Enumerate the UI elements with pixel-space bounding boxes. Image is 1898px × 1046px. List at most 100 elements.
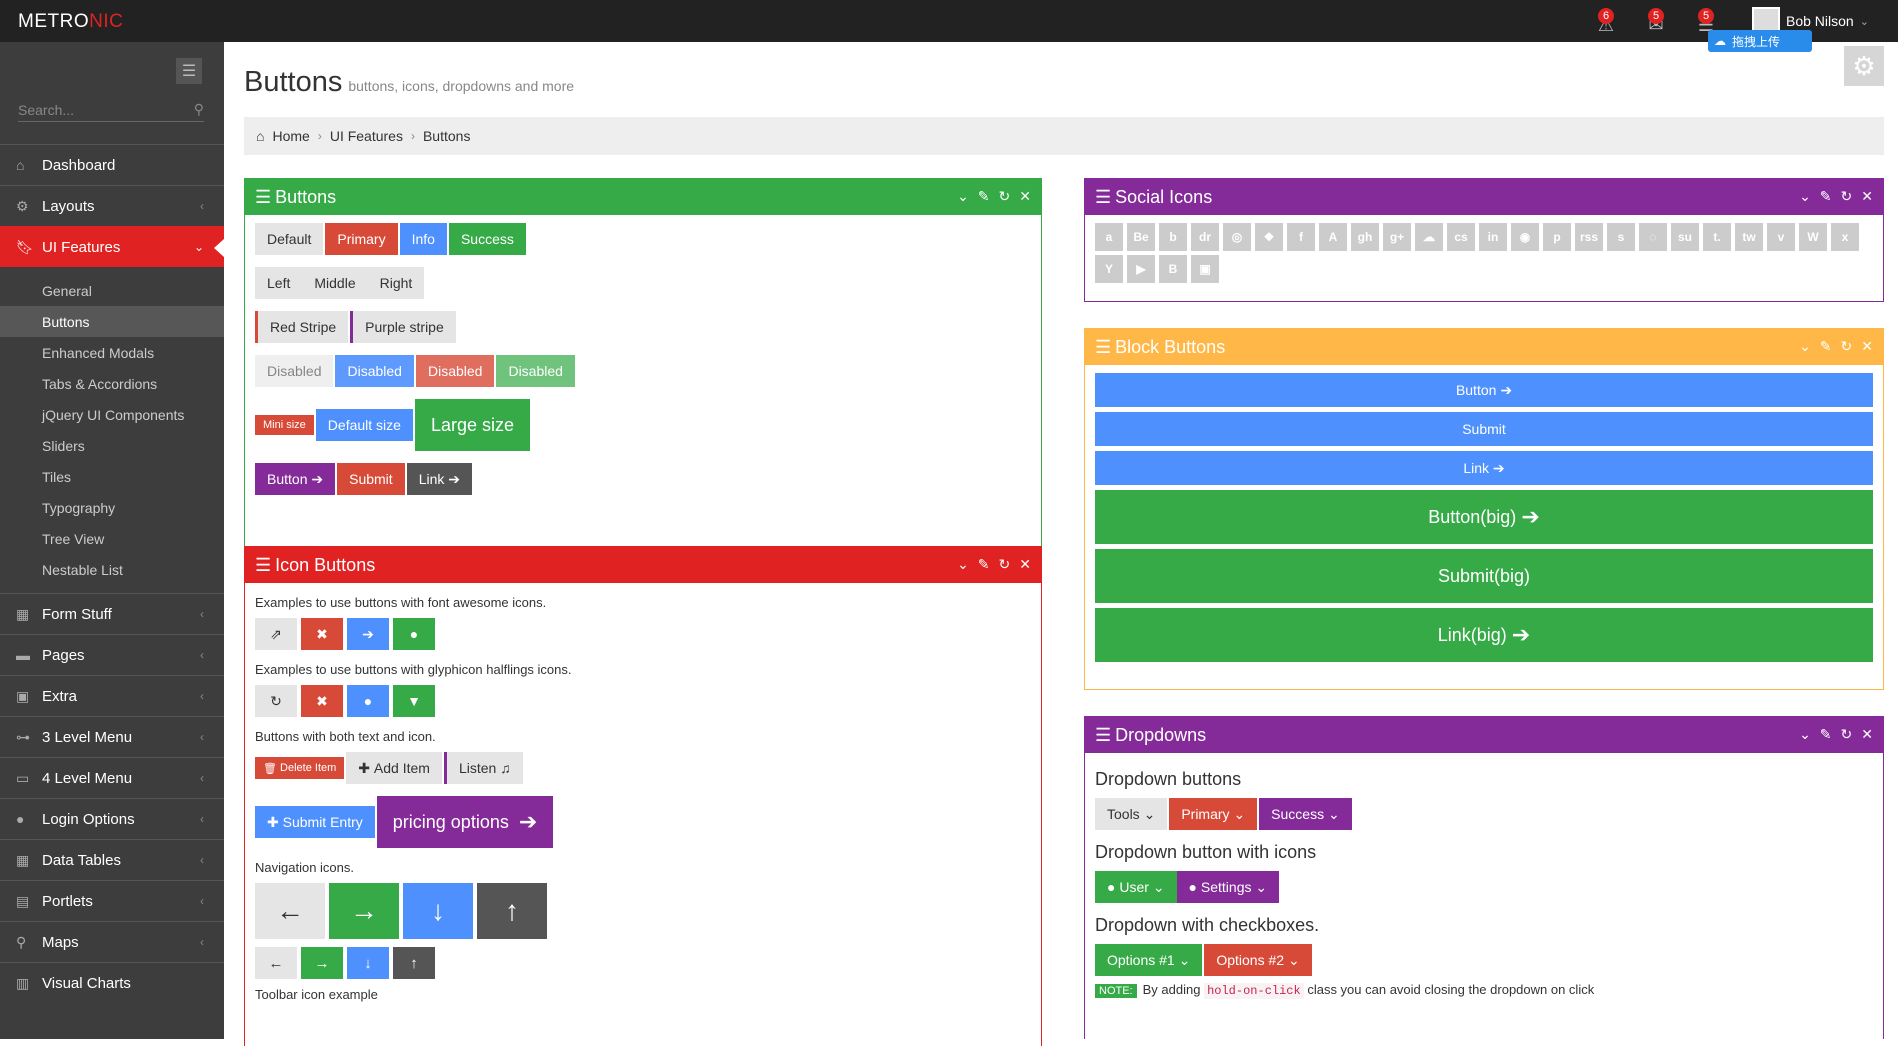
social-icon[interactable]: ◌ [1639, 223, 1667, 251]
wrench-icon[interactable]: ✎ [1819, 726, 1832, 742]
success-dropdown[interactable]: Success ⌄ [1259, 798, 1352, 830]
social-icon[interactable]: g+ [1383, 223, 1411, 251]
submenu-item-tree-view[interactable]: Tree View [42, 530, 105, 547]
sidebar-item-form-stuff[interactable]: ▦ Form Stuff ‹ [0, 593, 224, 634]
social-icon[interactable]: ◎ [1223, 223, 1251, 251]
close-icon[interactable]: ✕ [1861, 726, 1873, 742]
notification-icon[interactable]: ⚠ 6 [1597, 8, 1615, 35]
social-icon[interactable]: f [1287, 223, 1315, 251]
collapse-icon[interactable]: ⌄ [1799, 726, 1811, 742]
social-icon[interactable]: gh [1351, 223, 1379, 251]
block-button[interactable]: Button ➔ [1095, 373, 1873, 407]
sidebar-item-visual-charts[interactable]: ▥ Visual Charts [0, 962, 224, 1003]
success-button[interactable]: Success [448, 223, 526, 255]
mini-size-button[interactable]: Mini size [255, 415, 314, 435]
middle-button[interactable]: Middle [302, 267, 368, 299]
arrow-left-icon[interactable]: ← [255, 883, 325, 939]
arrow-down-icon[interactable]: ↓ [403, 883, 473, 939]
upload-button[interactable]: ☁ 拖拽上传 [1708, 30, 1812, 52]
social-icon[interactable]: cs [1447, 223, 1475, 251]
social-icon[interactable]: p [1543, 223, 1571, 251]
remove-icon[interactable]: ✖ [301, 685, 343, 717]
arrow-right-icon[interactable]: → [301, 947, 343, 979]
social-icon[interactable]: B [1159, 255, 1187, 283]
primary-dropdown[interactable]: Primary ⌄ [1169, 798, 1258, 830]
sidebar-item-3-level-menu[interactable]: ⊶ 3 Level Menu ‹ [0, 716, 224, 757]
user-icon[interactable]: ● [347, 685, 389, 717]
collapse-icon[interactable]: ⌄ [957, 188, 969, 204]
listen-button[interactable]: Listen ♫ [443, 752, 523, 784]
big-submit-button[interactable]: Submit(big) [1095, 549, 1873, 603]
pricing-options-button[interactable]: pricing options ➔ [376, 796, 554, 848]
breadcrumb-home[interactable]: Home [272, 128, 310, 144]
social-icon[interactable]: ☁ [1415, 223, 1443, 251]
share-icon[interactable]: ⇗ [255, 618, 297, 650]
sidebar-item-ui-features[interactable]: 🔖︎ UI Features ⌄ [0, 226, 224, 267]
search-input[interactable]: Search... ⚲ [18, 98, 204, 122]
submenu-item-nestable-list[interactable]: Nestable List [42, 561, 123, 578]
social-icon[interactable]: A [1319, 223, 1347, 251]
arrow-down-icon[interactable]: ↓ [347, 947, 389, 979]
sidebar-item-4-level-menu[interactable]: ▭ 4 Level Menu ‹ [0, 757, 224, 798]
wrench-icon[interactable]: ✎ [1819, 338, 1832, 354]
social-icon[interactable]: b [1159, 223, 1187, 251]
breadcrumb-buttons[interactable]: Buttons [422, 128, 471, 144]
right-button[interactable]: Right [367, 267, 425, 299]
submenu-item-buttons[interactable]: Buttons [0, 306, 224, 337]
submenu-item-typography[interactable]: Typography [42, 499, 116, 516]
refresh-icon[interactable]: ↻ [255, 685, 297, 717]
user-icon[interactable]: ● [393, 618, 435, 650]
social-icon[interactable]: ❖ [1255, 223, 1283, 251]
social-icon[interactable]: W [1799, 223, 1827, 251]
add-item-button[interactable]: ✚ Add Item [346, 752, 442, 784]
info-button[interactable]: Info [399, 223, 447, 255]
social-icon[interactable]: x [1831, 223, 1859, 251]
block-submit-button[interactable]: Submit [1095, 412, 1873, 446]
filter-icon[interactable]: ▼ [393, 685, 435, 717]
close-icon[interactable]: ✕ [1019, 188, 1031, 204]
close-icon[interactable]: ✕ [1861, 188, 1873, 204]
link-button[interactable]: Link ➔ [406, 463, 472, 495]
reload-icon[interactable]: ↻ [1840, 338, 1853, 354]
sidebar-item-data-tables[interactable]: ▦ Data Tables ‹ [0, 839, 224, 880]
social-icon[interactable]: su [1671, 223, 1699, 251]
submenu-item-enhanced-modals[interactable]: Enhanced Modals [42, 344, 155, 361]
sidebar-toggle-icon[interactable]: ☰ [176, 58, 202, 84]
arrow-right-icon[interactable]: → [329, 883, 399, 939]
submit-entry-button[interactable]: ✚ Submit Entry [255, 806, 375, 838]
social-icon[interactable]: Be [1127, 223, 1155, 251]
sidebar-item-login-options[interactable]: ● Login Options ‹ [0, 798, 224, 839]
social-icon[interactable]: t. [1703, 223, 1731, 251]
large-size-button[interactable]: Large size [414, 399, 531, 451]
social-icon[interactable]: v [1767, 223, 1795, 251]
reload-icon[interactable]: ↻ [1840, 188, 1853, 204]
social-icon[interactable]: ▶ [1127, 255, 1155, 283]
social-icon[interactable]: dr [1191, 223, 1219, 251]
primary-button[interactable]: Primary [325, 223, 398, 255]
settings-dropdown[interactable]: ● Settings ⌄ [1176, 871, 1280, 903]
arrow-up-icon[interactable]: ↑ [393, 947, 435, 979]
user-dropdown[interactable]: ● User ⌄ [1095, 871, 1177, 903]
social-icon[interactable]: Y [1095, 255, 1123, 283]
social-icon[interactable]: ◉ [1511, 223, 1539, 251]
arrow-circle-right-icon[interactable]: ➔ [347, 618, 389, 650]
collapse-icon[interactable]: ⌄ [1799, 338, 1811, 354]
close-icon[interactable]: ✕ [1019, 556, 1031, 572]
gear-icon[interactable]: ⚙ [1844, 46, 1884, 86]
wrench-icon[interactable]: ✎ [1819, 188, 1832, 204]
big-link-button[interactable]: Link(big) ➔ [1095, 608, 1873, 662]
sidebar-item-dashboard[interactable]: ⌂ Dashboard [0, 144, 224, 185]
sidebar-item-portlets[interactable]: ▤ Portlets ‹ [0, 880, 224, 921]
left-button[interactable]: Left [255, 267, 303, 299]
big-block-button[interactable]: Button(big) ➔ [1095, 490, 1873, 544]
collapse-icon[interactable]: ⌄ [1799, 188, 1811, 204]
submenu-item-tiles[interactable]: Tiles [42, 468, 72, 485]
block-link-button[interactable]: Link ➔ [1095, 451, 1873, 485]
social-icon[interactable]: s [1607, 223, 1635, 251]
red-stripe-button[interactable]: Red Stripe [255, 311, 349, 343]
social-icon[interactable]: ▣ [1191, 255, 1219, 283]
wrench-icon[interactable]: ✎ [977, 188, 990, 204]
social-icon[interactable]: tw [1735, 223, 1763, 251]
submenu-item-tabs-accordions[interactable]: Tabs & Accordions [42, 375, 158, 392]
submenu-item-jquery-ui[interactable]: jQuery UI Components [42, 406, 185, 423]
